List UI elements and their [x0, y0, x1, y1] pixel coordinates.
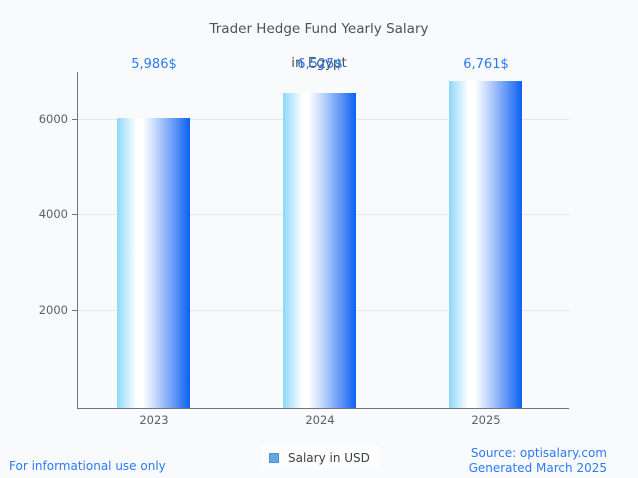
y-axis-line	[77, 72, 78, 409]
x-axis-line	[77, 408, 569, 409]
source-line: Source: optisalary.com	[470, 446, 607, 460]
y-tick-label-4000: 4000	[38, 207, 68, 221]
bar-2025[interactable]	[449, 81, 522, 408]
chart-title-line-2: in Egypt	[291, 55, 347, 71]
source-note: Source: optisalary.com Generated March 2…	[469, 446, 607, 476]
tick-mark-2000	[72, 310, 77, 311]
generated-line: Generated March 2025	[468, 461, 607, 475]
chart-legend[interactable]: Salary in USD	[261, 446, 380, 469]
chart-title-line-1: Trader Hedge Fund Yearly Salary	[209, 21, 429, 37]
y-tick-label-6000: 6000	[38, 112, 68, 126]
x-tick-label-2023: 2023	[139, 413, 169, 427]
x-tick-label-2024: 2024	[305, 413, 335, 427]
bar-value-label-2023: 5,986$	[131, 57, 177, 72]
bar-value-label-2024: 6,525$	[297, 57, 343, 72]
x-tick-label-2025: 2025	[471, 413, 501, 427]
bar-2023[interactable]	[117, 118, 190, 408]
chart-title: Trader Hedge Fund Yearly Salary in Egypt	[0, 4, 638, 89]
bar-2024[interactable]	[283, 93, 356, 408]
plot-area: 6000 4000 2000	[39, 72, 569, 409]
tick-mark-6000	[72, 119, 77, 120]
bar-value-label-2025: 6,761$	[463, 57, 509, 72]
disclaimer-note: For informational use only	[9, 459, 166, 473]
legend-swatch-icon	[269, 452, 279, 463]
tick-mark-4000	[72, 214, 77, 215]
legend-item-label: Salary in USD	[288, 450, 370, 465]
y-tick-label-2000: 2000	[38, 303, 68, 317]
